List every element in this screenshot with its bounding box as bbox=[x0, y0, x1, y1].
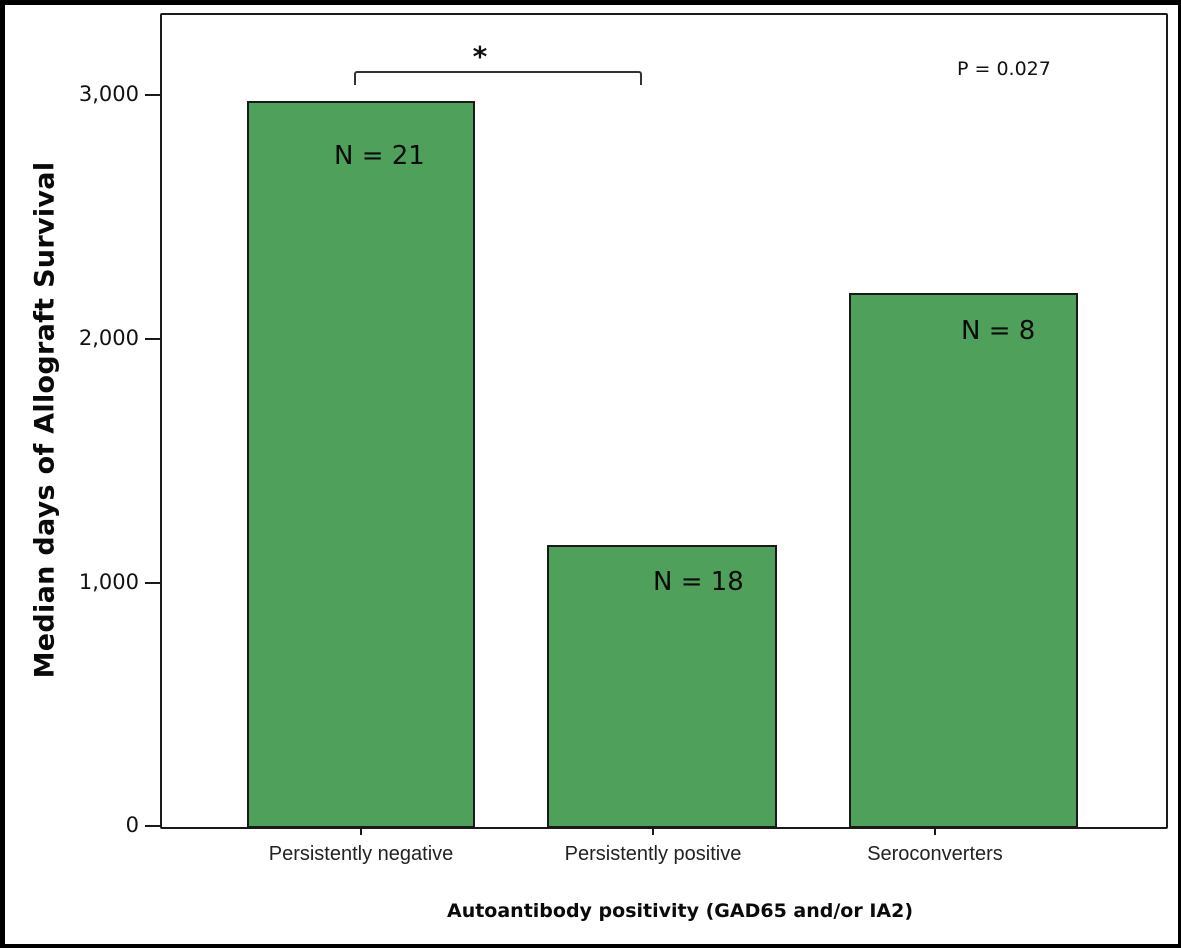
y-tick-2000 bbox=[145, 338, 161, 340]
y-tick-label-0: 0 bbox=[125, 813, 139, 837]
bar-n-label-persistently-positive: N = 18 bbox=[653, 567, 744, 597]
x-axis-title: Autoantibody positivity (GAD65 and/or IA… bbox=[446, 900, 914, 922]
significance-bracket bbox=[354, 71, 642, 85]
y-tick-0 bbox=[145, 825, 161, 827]
y-tick-label-3000: 3,000 bbox=[78, 82, 139, 106]
bar-seroconverters bbox=[849, 293, 1078, 828]
bar-persistently-positive bbox=[547, 545, 777, 828]
bar-n-label-seroconverters: N = 8 bbox=[961, 316, 1036, 346]
plot-area bbox=[160, 13, 1168, 829]
p-value-annotation: P = 0.027 bbox=[957, 58, 1051, 80]
x-tick-persistently-negative bbox=[360, 826, 362, 835]
y-axis-title: Median days of Allograft Survival bbox=[29, 161, 61, 679]
y-tick-label-1000: 1,000 bbox=[78, 570, 139, 594]
y-tick-3000 bbox=[145, 94, 161, 96]
y-tick-label-2000: 2,000 bbox=[78, 326, 139, 350]
x-tick-label-persistently-positive: Persistently positive bbox=[564, 843, 742, 865]
significance-asterisk: * bbox=[472, 40, 488, 73]
x-tick-label-persistently-negative: Persistently negative bbox=[268, 843, 454, 865]
x-tick-label-seroconverters: Seroconverters bbox=[867, 843, 1003, 865]
y-tick-1000 bbox=[145, 582, 161, 584]
bar-n-label-persistently-negative: N = 21 bbox=[334, 141, 425, 171]
x-tick-seroconverters bbox=[934, 826, 936, 835]
bar-persistently-negative bbox=[247, 101, 475, 828]
x-tick-persistently-positive bbox=[652, 826, 654, 835]
